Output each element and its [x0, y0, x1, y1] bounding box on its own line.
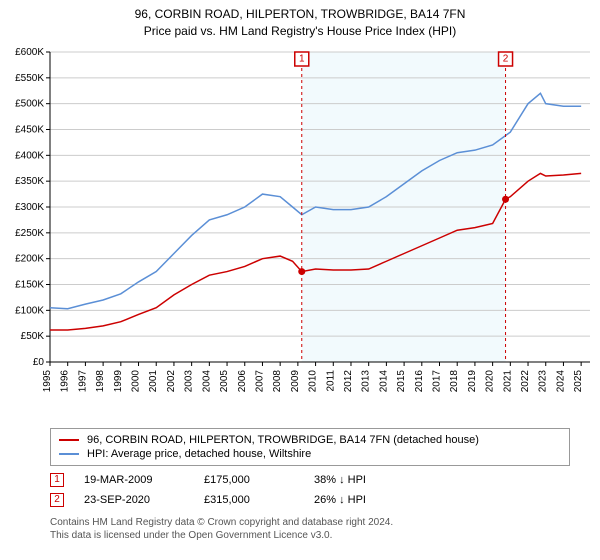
sale-price: £175,000 — [204, 474, 294, 486]
x-tick-label: 2003 — [184, 369, 195, 392]
legend-row-hpi: HPI: Average price, detached house, Wilt… — [59, 447, 561, 461]
x-tick-label: 2009 — [290, 369, 301, 392]
x-tick-label: 2010 — [308, 369, 319, 392]
chart-svg: £0 £50K £100K £150K £200K £250K £300K £350K £400… — [0, 42, 600, 422]
sale-marker-dot — [502, 195, 509, 202]
y-tick-label: £100K — [15, 305, 44, 316]
title-block: 96, CORBIN ROAD, HILPERTON, TROWBRIDGE, … — [0, 0, 600, 42]
x-tick-label: 1995 — [42, 369, 53, 392]
sale-marker-box: 1 — [50, 473, 64, 487]
x-tick-label: 2006 — [237, 369, 248, 392]
x-tick-label: 2001 — [148, 369, 159, 392]
x-tick-label: 2007 — [254, 369, 265, 392]
x-tick-label: 1999 — [113, 369, 124, 392]
y-tick-label: £450K — [15, 124, 44, 135]
y-tick-label: £350K — [15, 176, 44, 187]
sale-row: 2 23-SEP-2020 £315,000 26% ↓ HPI — [0, 490, 600, 510]
footer-line2: This data is licensed under the Open Gov… — [50, 529, 600, 542]
legend-label-property: 96, CORBIN ROAD, HILPERTON, TROWBRIDGE, … — [87, 434, 479, 446]
y-tick-label: £50K — [21, 331, 45, 342]
sale-marker-number: 2 — [503, 53, 509, 64]
x-tick-label: 2019 — [467, 369, 478, 392]
title-subtitle: Price paid vs. HM Land Registry's House … — [0, 23, 600, 40]
legend-row-property: 96, CORBIN ROAD, HILPERTON, TROWBRIDGE, … — [59, 433, 561, 447]
x-tick-label: 2013 — [361, 369, 372, 392]
sale-row: 1 19-MAR-2009 £175,000 38% ↓ HPI — [0, 470, 600, 490]
x-tick-label: 2016 — [414, 369, 425, 392]
y-tick-label: £200K — [15, 253, 44, 264]
sale-marker-number: 1 — [299, 53, 305, 64]
x-tick-label: 2020 — [485, 369, 496, 392]
x-tick-label: 2017 — [432, 369, 443, 392]
sale-delta: 26% ↓ HPI — [314, 494, 366, 506]
x-tick-label: 2008 — [272, 369, 283, 392]
x-tick-label: 1996 — [60, 369, 71, 392]
x-tick-label: 2023 — [538, 369, 549, 392]
x-tick-label: 2002 — [166, 369, 177, 392]
sale-date: 19-MAR-2009 — [84, 474, 184, 486]
legend-swatch-hpi — [59, 453, 79, 455]
chart-area: £0 £50K £100K £150K £200K £250K £300K £350K £400… — [0, 42, 600, 422]
x-tick-label: 2004 — [201, 369, 212, 392]
x-tick-label: 1998 — [95, 369, 106, 392]
legend-label-hpi: HPI: Average price, detached house, Wilt… — [87, 448, 311, 460]
footer: Contains HM Land Registry data © Crown c… — [0, 510, 600, 548]
x-tick-label: 2005 — [219, 369, 230, 392]
sale-delta: 38% ↓ HPI — [314, 474, 366, 486]
x-tick-label: 2025 — [573, 369, 584, 392]
y-tick-label: £600K — [15, 47, 44, 58]
legend-swatch-property — [59, 439, 79, 441]
sale-date: 23-SEP-2020 — [84, 494, 184, 506]
x-tick-label: 1997 — [77, 369, 88, 392]
footer-line1: Contains HM Land Registry data © Crown c… — [50, 516, 600, 529]
sale-price: £315,000 — [204, 494, 294, 506]
x-tick-label: 2014 — [378, 369, 389, 392]
y-tick-label: £500K — [15, 98, 44, 109]
y-tick-label: £300K — [15, 202, 44, 213]
y-tick-label: £400K — [15, 150, 44, 161]
x-tick-label: 2022 — [520, 369, 531, 392]
legend-box: 96, CORBIN ROAD, HILPERTON, TROWBRIDGE, … — [50, 428, 570, 466]
title-address: 96, CORBIN ROAD, HILPERTON, TROWBRIDGE, … — [0, 6, 600, 23]
x-tick-label: 2012 — [343, 369, 354, 392]
y-tick-label: £150K — [15, 279, 44, 290]
sale-marker-dot — [298, 268, 305, 275]
y-tick-label: £0 — [33, 357, 45, 368]
x-tick-label: 2018 — [449, 369, 460, 392]
y-tick-label: £250K — [15, 227, 44, 238]
sales-block: 1 19-MAR-2009 £175,000 38% ↓ HPI 2 23-SEP-202… — [0, 470, 600, 510]
figure-container: 96, CORBIN ROAD, HILPERTON, TROWBRIDGE, … — [0, 0, 600, 548]
x-tick-label: 2024 — [555, 369, 566, 392]
x-tick-label: 2015 — [396, 369, 407, 392]
x-tick-label: 2000 — [131, 369, 142, 392]
sale-marker-box: 2 — [50, 493, 64, 507]
x-tick-label: 2011 — [325, 369, 336, 391]
x-tick-label: 2021 — [502, 369, 513, 392]
y-tick-label: £550K — [15, 72, 44, 83]
